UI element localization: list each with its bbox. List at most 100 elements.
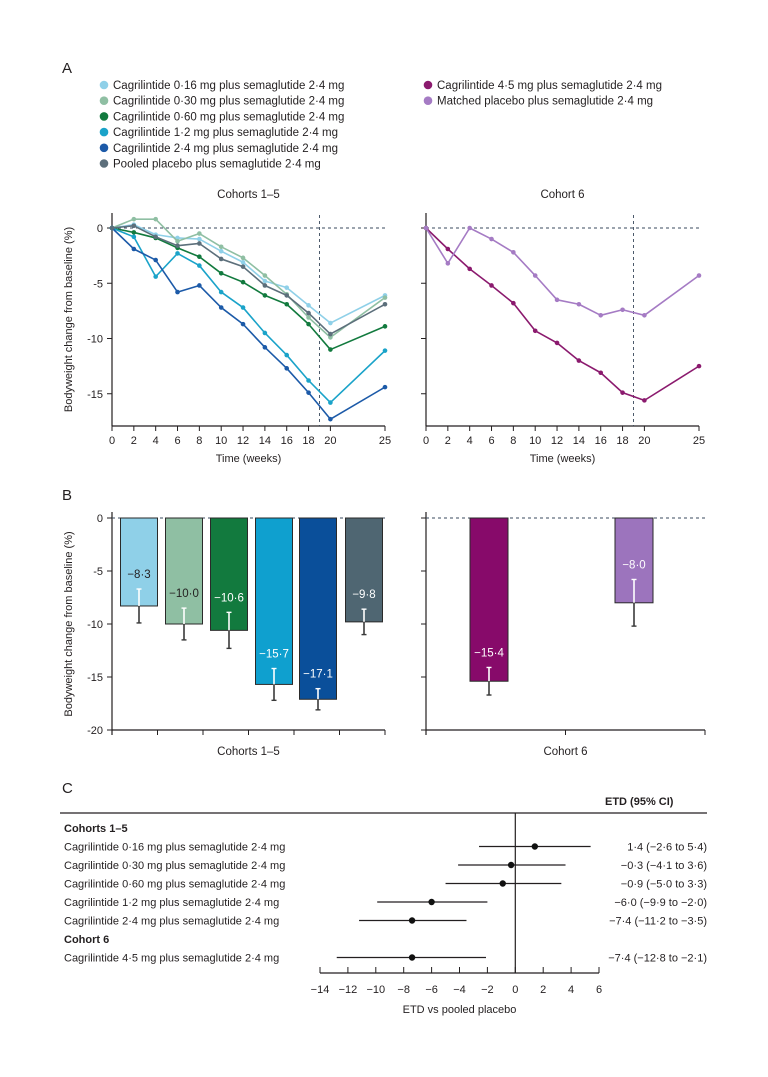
series-line [111, 227, 386, 404]
x-tick-label: 6 [596, 984, 602, 996]
legend-label: Cagrilintide 4·5 mg plus semaglutide 2·4… [437, 80, 662, 92]
bar-value-label: −8·0 [622, 559, 645, 571]
group-label: Cohorts 1–5 [64, 823, 128, 835]
data-point [328, 335, 333, 340]
bar-value-label: −10·0 [169, 588, 199, 600]
data-point [328, 347, 333, 352]
x-tick-label: 0 [109, 435, 115, 447]
data-point [175, 289, 180, 295]
x-tick-label: 4 [153, 435, 159, 447]
data-point [284, 352, 290, 358]
x-tick-label: 2 [445, 435, 451, 447]
data-point [240, 279, 246, 285]
bar [210, 517, 248, 631]
row-label: Cagrilintide 0·16 mg plus semaglutide 2·… [64, 842, 285, 854]
x-axis-title: Time (weeks) [530, 453, 596, 465]
data-point [240, 305, 246, 310]
data-point [489, 283, 494, 288]
data-point [328, 331, 333, 337]
legend-label: Pooled placebo plus semaglutide 2·4 mg [113, 159, 321, 171]
data-point [328, 320, 333, 326]
chart-title: Cohorts 1–5 [217, 189, 280, 201]
x-tick-label: 10 [215, 435, 227, 447]
row-label: Cagrilintide 0·30 mg plus semaglutide 2·… [64, 860, 285, 872]
row-label: Cagrilintide 2·4 mg plus semaglutide 2·4… [64, 916, 279, 928]
y-tick-label: -20 [87, 725, 103, 737]
x-tick-label: −6 [425, 984, 438, 996]
data-point [467, 225, 472, 231]
y-axis-title: Bodyweight change from baseline (%) [63, 227, 75, 412]
panel-label-a: A [62, 60, 72, 77]
y-tick-label: -5 [93, 566, 103, 578]
data-point [382, 384, 388, 390]
x-tick-label: 12 [237, 435, 249, 447]
x-axis-title: ETD vs pooled placebo [403, 1004, 517, 1016]
bar-chart-cohorts-1-5: 0 -5 -10 -15 -20 Bodyweight change from basel… [63, 512, 386, 758]
x-tick-label: 6 [174, 435, 180, 447]
y-tick-label: 0 [97, 513, 103, 525]
data-point [197, 231, 202, 236]
row-label: Cagrilintide 1·2 mg plus semaglutide 2·4… [64, 897, 279, 909]
data-point [532, 328, 538, 334]
x-tick-label: −14 [311, 984, 330, 996]
etd-value: −7·4 (−11·2 to −3·5) [609, 916, 707, 928]
data-point [284, 366, 290, 371]
data-point [576, 301, 582, 307]
legend-marker [423, 80, 433, 90]
data-point [262, 345, 268, 350]
point-estimate [408, 917, 416, 924]
data-point [262, 278, 268, 284]
data-point [306, 303, 311, 308]
panel-label-b: B [62, 487, 72, 504]
data-point [642, 398, 647, 403]
data-point [382, 301, 388, 307]
x-tick-label: −12 [339, 984, 358, 996]
data-point [284, 301, 290, 307]
line-chart-cohort-6: Cohort 6 0 2 4 6 8 10 12 14 16 18 20 25 Time (weeks) [421, 189, 705, 465]
data-point [467, 266, 472, 272]
x-tick-label: 4 [568, 984, 574, 996]
data-point [284, 293, 290, 298]
point-estimate [428, 898, 435, 906]
data-point [175, 243, 180, 248]
bar-value-label: −10·6 [214, 592, 244, 604]
series-line [111, 218, 386, 339]
x-tick-label: 25 [379, 435, 391, 447]
x-tick-label: 8 [196, 435, 202, 447]
group-label: Cohort 6 [64, 934, 109, 946]
data-point [382, 295, 388, 300]
data-point [382, 348, 388, 353]
data-point [445, 246, 451, 252]
etd-value: −7·4 (−12·8 to −2·1) [608, 953, 707, 965]
data-point [382, 324, 388, 329]
x-tick-label: 25 [693, 435, 705, 447]
series-line [425, 227, 700, 402]
bar [345, 517, 383, 623]
x-tick-label: −2 [481, 984, 494, 996]
data-point [131, 223, 137, 229]
data-point [240, 264, 246, 269]
panel-label-c: C [62, 780, 73, 797]
data-point [153, 274, 158, 279]
x-tick-label: 14 [259, 435, 271, 447]
data-point [218, 248, 224, 254]
etd-value: −0·3 (−4·1 to 3·6) [621, 860, 707, 872]
x-tick-label: 8 [510, 435, 516, 447]
chart-title: Cohort 6 [543, 746, 587, 758]
data-point [511, 300, 516, 306]
x-tick-label: −4 [453, 984, 466, 996]
bar-value-label: −17·1 [303, 669, 333, 681]
data-point [218, 244, 224, 250]
data-point [153, 234, 158, 240]
x-tick-label: 6 [488, 435, 494, 447]
series-line [111, 227, 386, 351]
bar [165, 517, 203, 625]
point-estimate [499, 880, 506, 887]
y-tick-label: -15 [87, 672, 103, 684]
x-tick-label: 12 [551, 435, 563, 447]
point-estimate [531, 843, 539, 850]
y-tick-label: -10 [87, 334, 103, 346]
data-point [306, 390, 311, 395]
bar-value-label: −15·7 [259, 649, 289, 661]
legend-marker [423, 96, 433, 105]
